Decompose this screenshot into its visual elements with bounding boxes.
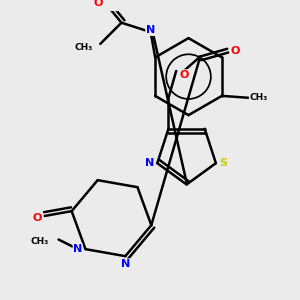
Text: O: O bbox=[179, 70, 189, 80]
Text: O: O bbox=[230, 46, 240, 56]
Text: O: O bbox=[32, 213, 42, 223]
Text: CH₃: CH₃ bbox=[249, 93, 268, 102]
Text: N: N bbox=[145, 158, 154, 168]
Text: N: N bbox=[121, 259, 130, 269]
Text: CH₃: CH₃ bbox=[74, 43, 93, 52]
Text: O: O bbox=[94, 0, 103, 8]
Text: CH₃: CH₃ bbox=[31, 237, 49, 246]
Text: N: N bbox=[146, 26, 155, 35]
Text: S: S bbox=[220, 158, 228, 168]
Text: N: N bbox=[73, 244, 83, 254]
